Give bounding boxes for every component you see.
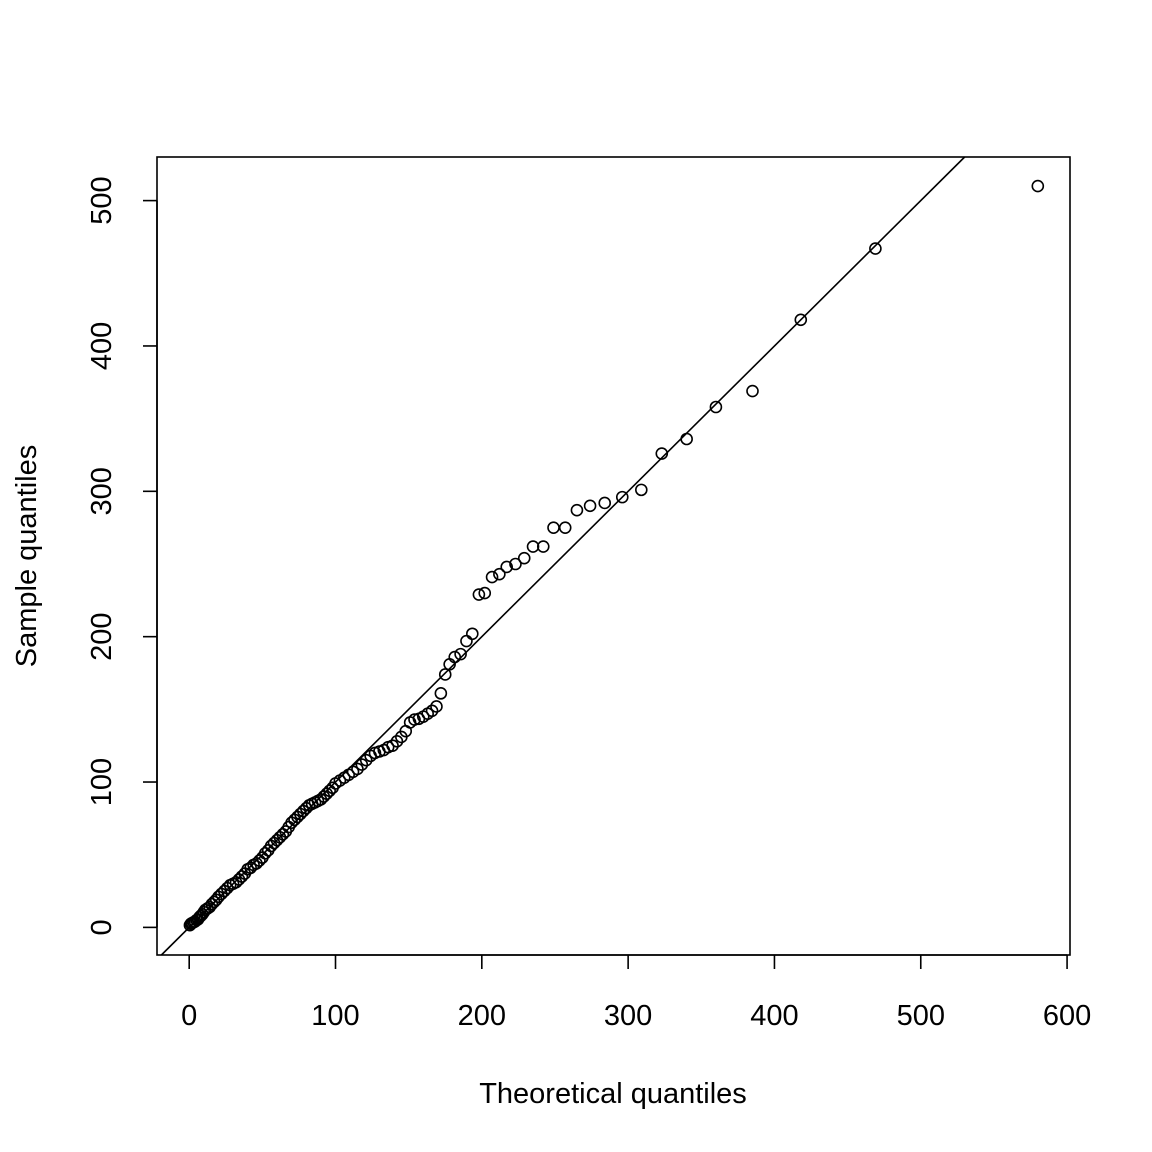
- x-tick-label-300: 300: [604, 1000, 652, 1032]
- data-point-99: [570, 503, 584, 517]
- y-axis: 0 100 200 300 400 500: [86, 176, 158, 935]
- data-point-12: [201, 902, 214, 915]
- data-point-71: [390, 735, 404, 748]
- data-point-110: [1031, 179, 1045, 193]
- data-point-88: [472, 588, 486, 601]
- data-point-107: [746, 384, 759, 398]
- data-point-92: [500, 560, 513, 574]
- x-tick-label-0: 0: [181, 1000, 197, 1032]
- x-tick-label-400: 400: [750, 1000, 798, 1032]
- data-point-81: [434, 687, 448, 700]
- data-point-94: [517, 551, 531, 565]
- data-point-91: [493, 567, 506, 581]
- data-point-84: [448, 650, 462, 664]
- data-point-104: [655, 447, 669, 460]
- data-point-82: [438, 668, 452, 681]
- data-point-89: [478, 586, 492, 600]
- data-point-64: [359, 753, 373, 767]
- x-tick-label-200: 200: [458, 1000, 506, 1032]
- data-point-63: [355, 758, 369, 771]
- data-point-14: [205, 897, 219, 911]
- y-tick-label-300: 300: [86, 467, 118, 515]
- data-point-86: [460, 634, 473, 648]
- data-point-109: [869, 242, 882, 255]
- data-point-62: [351, 762, 364, 776]
- points-group: [183, 179, 1045, 932]
- data-point-96: [536, 540, 550, 553]
- data-point-105: [680, 432, 693, 446]
- data-point-100: [583, 499, 597, 513]
- data-point-101: [598, 496, 612, 510]
- data-point-106: [709, 400, 723, 414]
- data-point-97: [547, 521, 560, 534]
- data-point-102: [615, 490, 629, 504]
- data-point-95: [526, 540, 540, 553]
- data-point-108: [794, 313, 808, 327]
- x-axis-title: Theoretical quantiles: [479, 1078, 747, 1110]
- data-point-93: [509, 557, 522, 571]
- x-tick-label-500: 500: [897, 1000, 945, 1032]
- y-tick-label-100: 100: [86, 758, 118, 806]
- data-point-75: [408, 713, 421, 726]
- data-point-79: [425, 704, 439, 718]
- y-tick-label-200: 200: [86, 612, 118, 660]
- data-point-90: [485, 570, 499, 584]
- data-point-70: [386, 739, 399, 752]
- data-point-103: [634, 483, 648, 497]
- y-tick-label-0: 0: [86, 919, 118, 935]
- data-point-87: [466, 627, 479, 641]
- data-point-98: [558, 521, 572, 534]
- y-tick-label-400: 400: [86, 322, 118, 370]
- y-axis-title: Sample quantiles: [11, 445, 43, 667]
- data-point-85: [454, 647, 467, 661]
- y-tick-label-500: 500: [86, 176, 118, 224]
- x-tick-label-600: 600: [1043, 1000, 1091, 1032]
- plot-frame: [156, 156, 1071, 956]
- data-point-80: [430, 700, 443, 713]
- x-tick-label-100: 100: [311, 1000, 359, 1032]
- x-axis: 0 100 200 300 400 500 600: [181, 954, 1091, 1032]
